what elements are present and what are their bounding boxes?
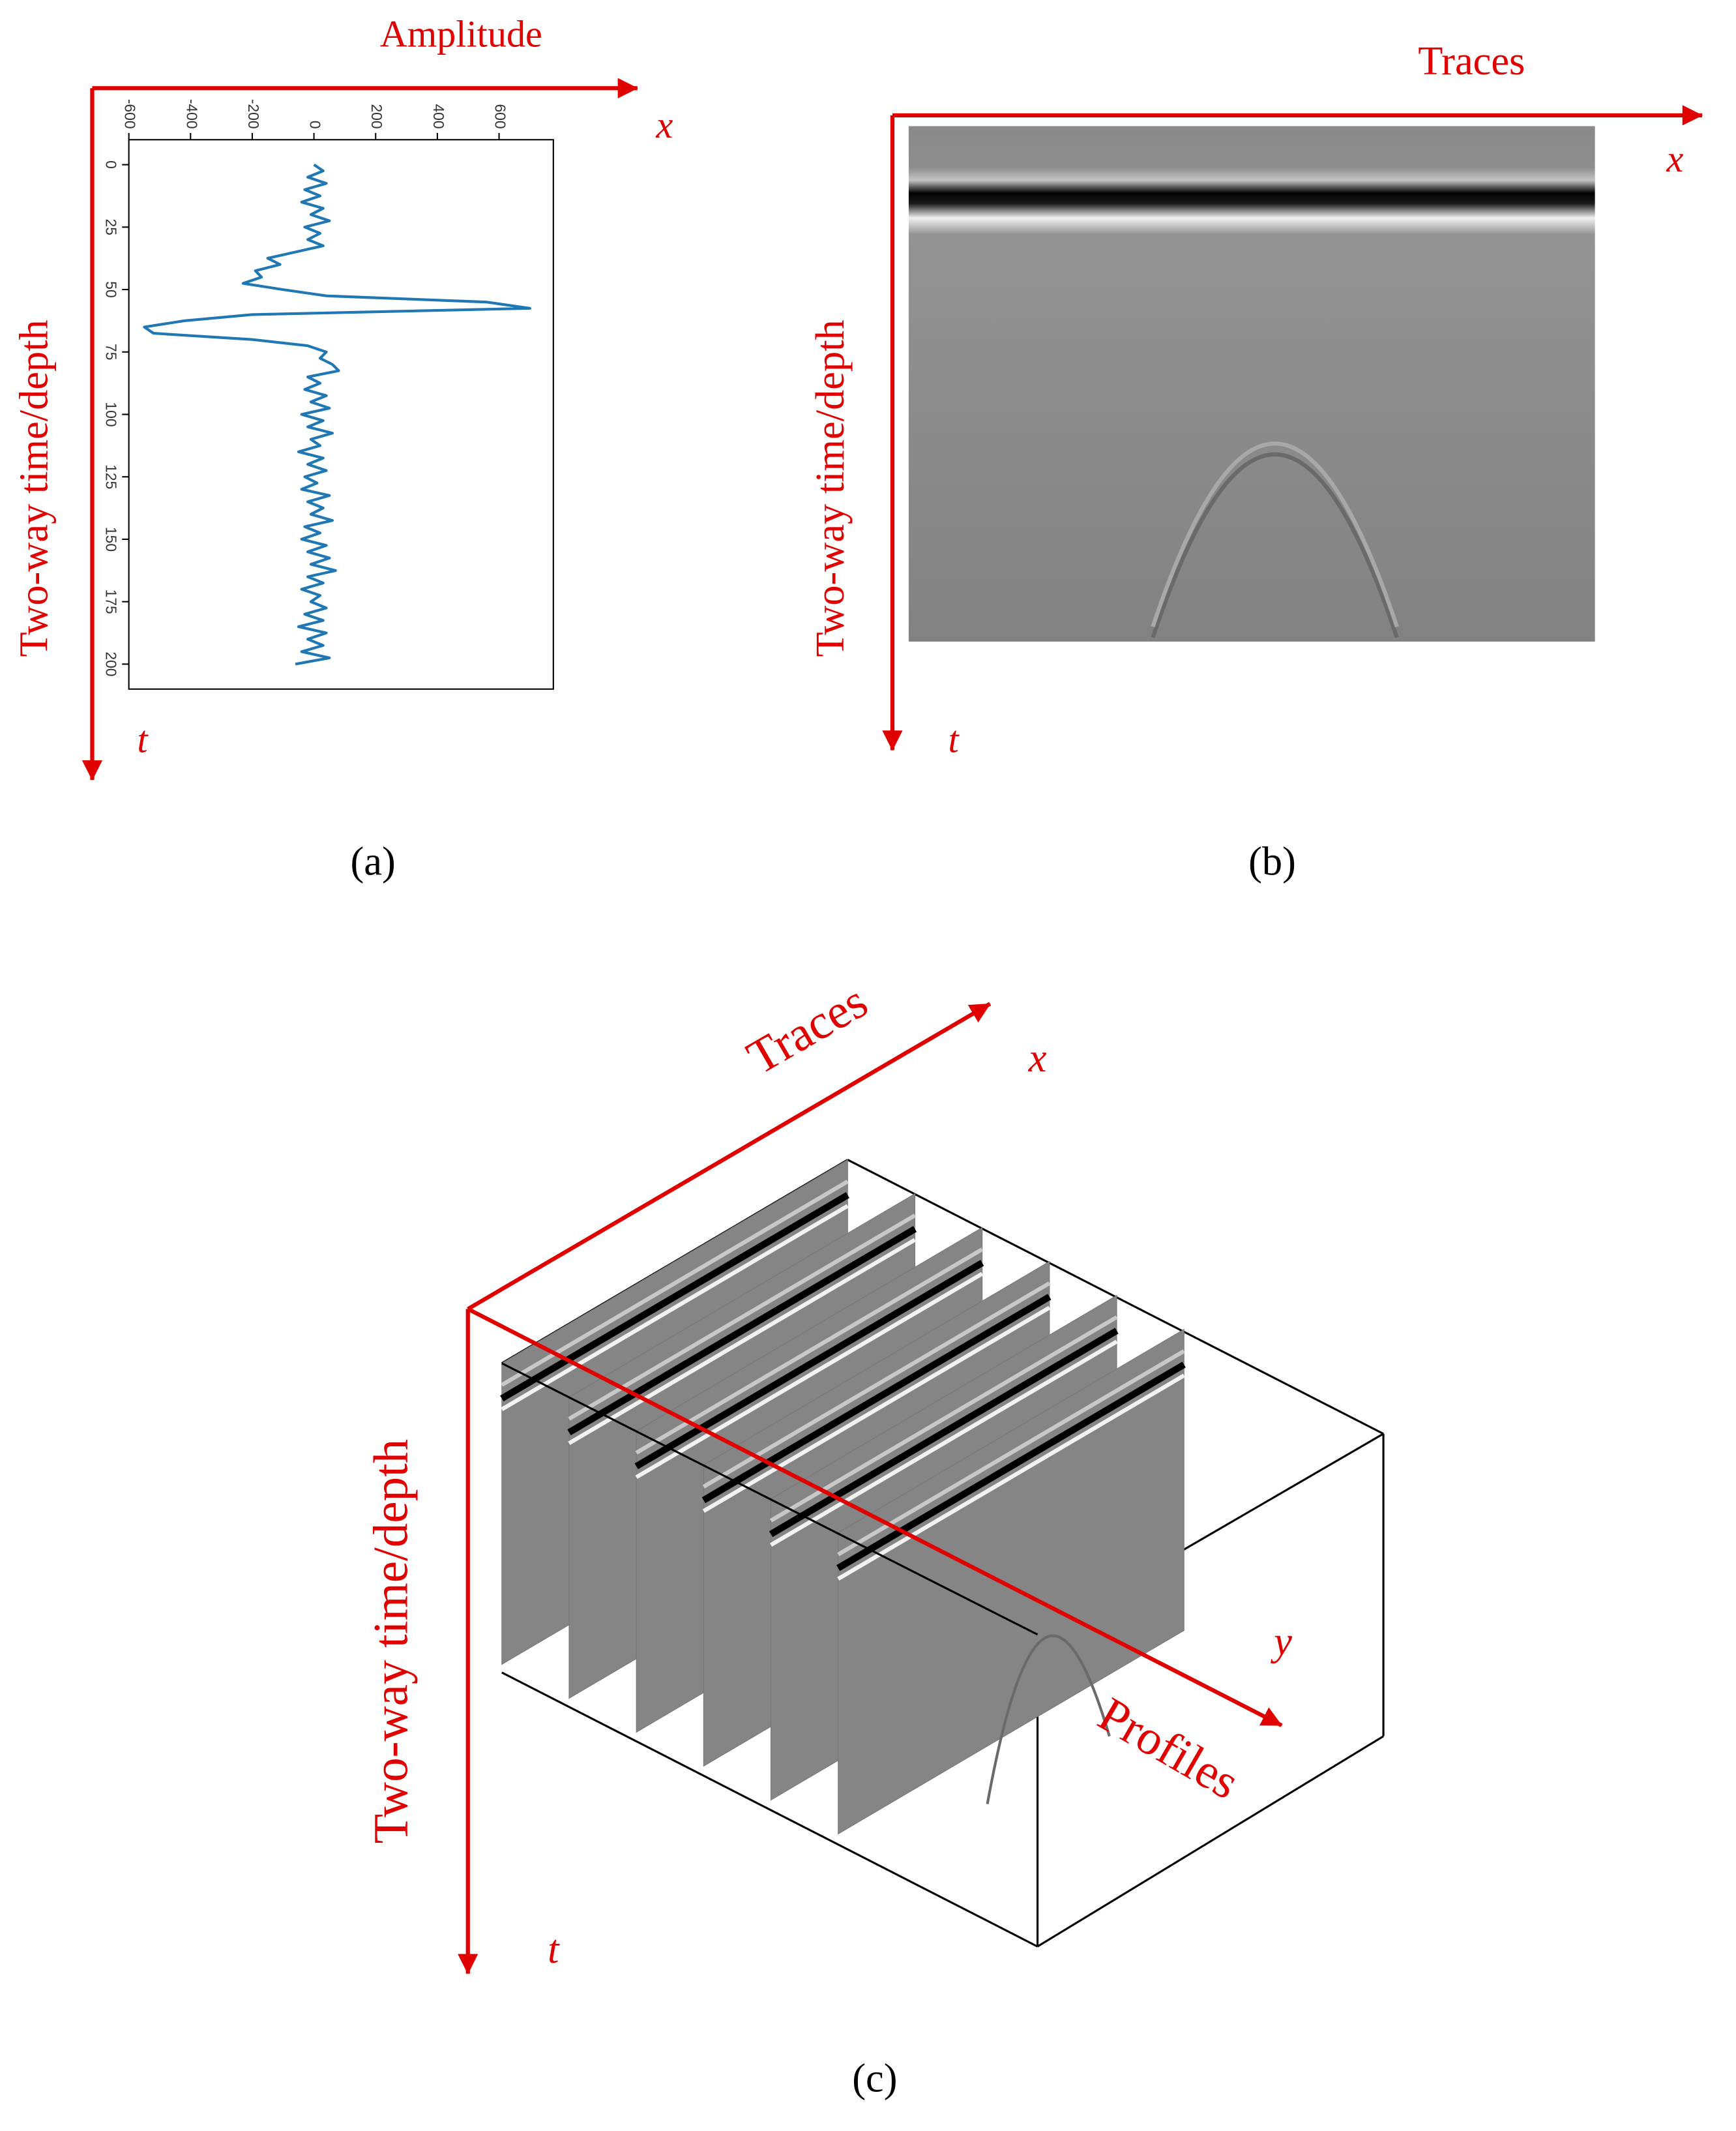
reflection-band [634,1260,984,1470]
volume-edge [1037,1735,1384,1948]
time-tick-label: 200 [102,651,119,676]
volume [500,1159,1385,1948]
reflection-band [501,1204,849,1412]
plot-frame [128,139,554,690]
amplitude-tick-label: 400 [430,104,447,128]
radargram-image [908,126,1595,642]
time-tick-label: 25 [102,219,119,235]
axis-symbol: x [1028,1036,1047,1080]
reflection-band [702,1281,1051,1489]
axis-symbol: t [137,718,149,760]
reflection-band [836,1362,1186,1572]
amplitude-tick-label: -400 [183,99,200,129]
reflection-band [568,1238,917,1446]
reflection-band [769,1315,1118,1523]
caption: (c) [852,2055,897,2100]
time-tick-label: 75 [102,344,119,360]
trace-line [143,163,531,666]
axis-label: Two-way time/depth [12,320,57,657]
reflection-band [635,1272,984,1480]
radargram [908,126,1595,642]
time-tick-label: 50 [102,281,119,297]
axis-label: Traces [1418,38,1525,83]
axis-arrow [467,1307,1283,1727]
axis-arrow [467,1002,992,1311]
axis-label: Two-way time/depth [364,1439,419,1844]
axis-symbol: t [548,1927,560,1972]
reflection-band [702,1305,1051,1513]
hyperbola [1151,453,1399,638]
volume-edge [501,1671,1038,1948]
hyperbola [986,1634,1111,1805]
hyperbola [1151,441,1399,628]
reflection-band [769,1339,1118,1547]
reflection-band [837,1373,1185,1581]
amplitude-tick-label: -600 [122,99,139,129]
reflection-band [568,1214,917,1421]
time-tick-label: 150 [102,527,119,552]
axis-label: Profiles [1089,1687,1248,1810]
amplitude-tick-label: 600 [492,104,508,128]
amplitude-tick-label: 200 [368,104,385,128]
time-tick-label: 175 [102,589,119,614]
time-tick-label: 100 [102,402,119,426]
reflection-band [837,1349,1185,1557]
caption: (b) [1248,839,1296,884]
axis-label: Traces [738,974,876,1085]
axis-label: Two-way time/depth [808,320,853,657]
reflection-band [701,1294,1052,1504]
volume-edge [501,1362,1038,1636]
axis-label: Amplitude [380,13,542,55]
profile-slice [838,1328,1184,1835]
reflection-band [501,1180,849,1387]
axis-symbol: y [1270,1619,1292,1664]
amplitude-tick-label: -200 [245,99,262,129]
reflection-band [500,1192,849,1402]
caption: (a) [350,839,395,884]
axis-symbol: x [1666,138,1683,180]
axis-symbol: t [948,718,960,760]
reflection-band [567,1226,917,1436]
time-tick-label: 0 [102,160,119,169]
axis-symbol: x [655,104,673,146]
reflection-band [635,1247,984,1455]
time-tick-label: 125 [102,464,119,489]
reflection-band [769,1328,1119,1538]
amplitude-tick-label: 0 [307,121,324,129]
